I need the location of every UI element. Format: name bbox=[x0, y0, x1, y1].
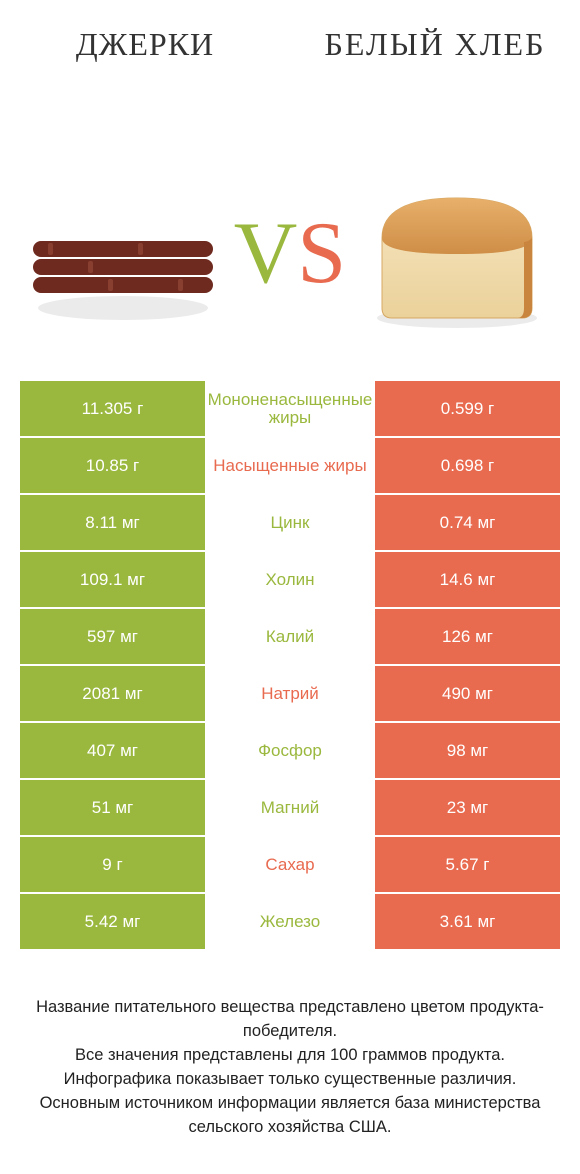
table-row: 9 гСахар5.67 г bbox=[20, 837, 560, 894]
titles-row: ДЖЕРКИ БЕЛЫЙ ХЛЕБ bbox=[0, 0, 580, 143]
left-value: 109.1 мг bbox=[20, 552, 205, 607]
right-value: 126 мг bbox=[375, 609, 560, 664]
table-row: 5.42 мгЖелезо3.61 мг bbox=[20, 894, 560, 951]
table-row: 597 мгКалий126 мг bbox=[20, 609, 560, 666]
comparison-table: 11.305 гМононенасыщенные жиры0.599 г10.8… bbox=[20, 381, 560, 951]
footnote-line: Все значения представлены для 100 граммо… bbox=[18, 1044, 562, 1068]
table-row: 407 мгФосфор98 мг bbox=[20, 723, 560, 780]
left-value: 5.42 мг bbox=[20, 894, 205, 949]
nutrient-label: Мононенасыщенные жиры bbox=[205, 381, 375, 436]
right-value: 98 мг bbox=[375, 723, 560, 778]
table-row: 11.305 гМононенасыщенные жиры0.599 г bbox=[20, 381, 560, 438]
right-value: 490 мг bbox=[375, 666, 560, 721]
left-value: 2081 мг bbox=[20, 666, 205, 721]
left-value: 10.85 г bbox=[20, 438, 205, 493]
table-row: 51 мгМагний23 мг bbox=[20, 780, 560, 837]
nutrient-label: Сахар bbox=[205, 837, 375, 892]
nutrient-label: Железо bbox=[205, 894, 375, 949]
left-value: 51 мг bbox=[20, 780, 205, 835]
left-value: 11.305 г bbox=[20, 381, 205, 436]
right-value: 0.599 г bbox=[375, 381, 560, 436]
nutrient-label: Фосфор bbox=[205, 723, 375, 778]
comparison-infographic: ДЖЕРКИ БЕЛЫЙ ХЛЕБ bbox=[0, 0, 580, 1174]
table-row: 8.11 мгЦинк0.74 мг bbox=[20, 495, 560, 552]
title-left: ДЖЕРКИ bbox=[0, 28, 290, 62]
footnote-line: Название питательного вещества представл… bbox=[18, 996, 562, 1044]
right-value: 14.6 мг bbox=[375, 552, 560, 607]
nutrient-label: Калий bbox=[205, 609, 375, 664]
bread-image bbox=[352, 168, 562, 338]
footnote-line: Основным источником информации является … bbox=[18, 1092, 562, 1140]
jerky-image bbox=[18, 168, 228, 338]
right-value: 5.67 г bbox=[375, 837, 560, 892]
footnote: Название питательного вещества представл… bbox=[0, 996, 580, 1140]
title-right: БЕЛЫЙ ХЛЕБ bbox=[290, 28, 580, 62]
hero-row: VS bbox=[0, 143, 580, 381]
right-value: 3.61 мг bbox=[375, 894, 560, 949]
bread-icon bbox=[352, 168, 562, 338]
nutrient-label: Холин bbox=[205, 552, 375, 607]
left-value: 8.11 мг bbox=[20, 495, 205, 550]
nutrient-label: Натрий bbox=[205, 666, 375, 721]
left-value: 407 мг bbox=[20, 723, 205, 778]
jerky-icon bbox=[18, 168, 228, 338]
nutrient-label: Насыщенные жиры bbox=[205, 438, 375, 493]
right-value: 23 мг bbox=[375, 780, 560, 835]
left-value: 597 мг bbox=[20, 609, 205, 664]
nutrient-label: Магний bbox=[205, 780, 375, 835]
table-row: 10.85 гНасыщенные жиры0.698 г bbox=[20, 438, 560, 495]
vs-s: S bbox=[297, 205, 346, 302]
footnote-line: Инфографика показывает только существенн… bbox=[18, 1068, 562, 1092]
left-value: 9 г bbox=[20, 837, 205, 892]
table-row: 2081 мгНатрий490 мг bbox=[20, 666, 560, 723]
right-value: 0.698 г bbox=[375, 438, 560, 493]
vs-label: VS bbox=[234, 203, 347, 304]
vs-v: V bbox=[234, 205, 298, 302]
right-value: 0.74 мг bbox=[375, 495, 560, 550]
nutrient-label: Цинк bbox=[205, 495, 375, 550]
table-row: 109.1 мгХолин14.6 мг bbox=[20, 552, 560, 609]
